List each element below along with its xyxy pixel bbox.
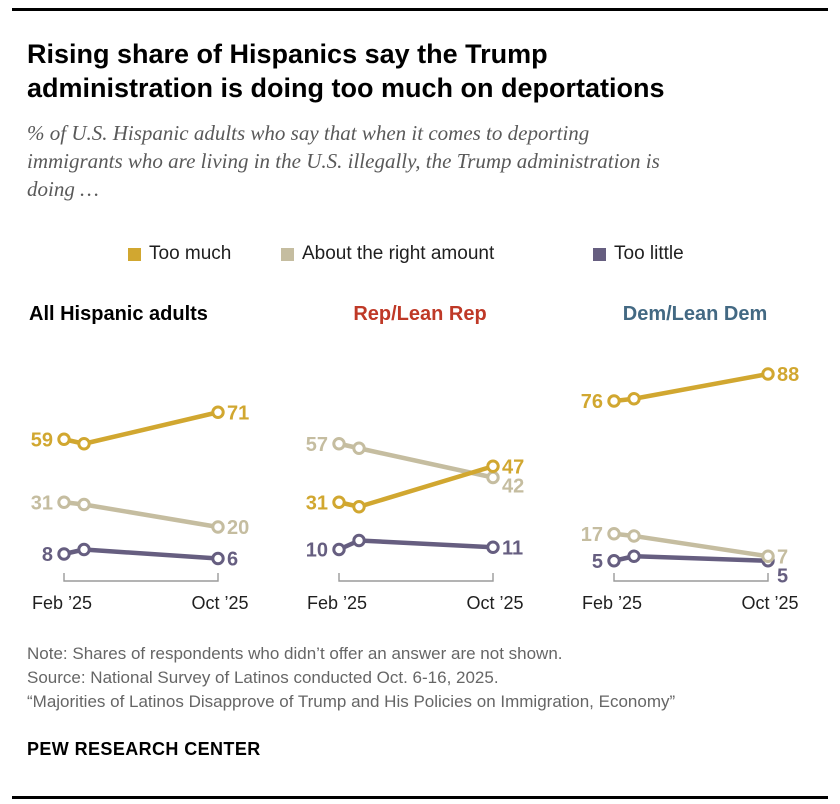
- chart-title-line-2: administration is doing too much on depo…: [27, 73, 665, 103]
- value-label-end-too-much: 88: [777, 364, 799, 386]
- value-label-end-about-the-right-amount: 20: [227, 517, 249, 539]
- x-tick-label-end: Oct ’25: [191, 593, 248, 613]
- panel-title-rep-lean-rep: Rep/Lean Rep: [353, 303, 487, 325]
- legend-swatch-too-little: [593, 247, 606, 261]
- legend-swatch-about-right: [281, 247, 294, 261]
- data-point-about-the-right-amount: [352, 441, 366, 455]
- x-tick-label-start: Feb ’25: [307, 593, 367, 613]
- notes: Note: Shares of respondents who didn’t o…: [0, 642, 840, 714]
- legend-label-too-much: Too much: [149, 243, 232, 264]
- data-point-too-little: [211, 551, 225, 566]
- chart-subtitle-line-2: immigrants who are living in the U.S. il…: [27, 149, 660, 173]
- x-tick-label-start: Feb ’25: [32, 593, 92, 613]
- slope-chart-all-hispanic-adults: Feb ’25 Oct ’25 59 31 8 71 20 6: [31, 402, 250, 613]
- value-label-start-too-much: 59: [31, 429, 53, 451]
- series-line-too-much: [336, 464, 496, 509]
- value-label-start-about-the-right-amount: 17: [581, 524, 603, 546]
- x-tick-label-end: Oct ’25: [741, 593, 798, 613]
- data-point-too-little: [352, 533, 366, 548]
- data-point-about-the-right-amount: [761, 549, 775, 563]
- data-point-about-the-right-amount: [57, 495, 71, 509]
- chart-subtitle: % of U.S. Hispanic adults who say that w…: [27, 119, 813, 203]
- panel-title-dem-lean-dem: Dem/Lean Dem: [622, 303, 768, 325]
- data-point-about-the-right-amount: [607, 527, 621, 541]
- note-line: Note: Shares of respondents who didn’t o…: [27, 644, 563, 663]
- data-point-too-little: [77, 542, 91, 557]
- legend-item-too-much: Too much: [128, 243, 231, 265]
- value-label-start-too-little: 10: [306, 540, 328, 562]
- data-point-about-the-right-amount: [627, 529, 641, 543]
- x-axis: [338, 573, 494, 582]
- value-label-start-about-the-right-amount: 31: [31, 492, 53, 514]
- data-point-too-much: [57, 432, 71, 446]
- report-title-line: “Majorities of Latinos Disapprove of Tru…: [27, 692, 676, 711]
- data-point-too-little: [627, 549, 641, 563]
- data-point-too-little: [486, 540, 500, 554]
- chart-title: Rising share of Hispanics say the Trump …: [27, 37, 813, 105]
- data-point-about-the-right-amount: [332, 437, 346, 451]
- x-axis: [613, 573, 769, 582]
- legend-item-about-right: About the right amount: [281, 243, 494, 265]
- chart-subtitle-line-1: % of U.S. Hispanic adults who say that w…: [27, 121, 590, 145]
- value-label-end-about-the-right-amount: 7: [777, 546, 788, 568]
- data-point-about-the-right-amount: [77, 497, 91, 512]
- x-tick-label-start: Feb ’25: [582, 593, 642, 613]
- x-axis: [63, 573, 219, 582]
- panel-title-all-hispanic-adults: All Hispanic adults: [29, 303, 208, 325]
- data-point-too-little: [57, 547, 71, 561]
- data-point-too-much: [77, 437, 91, 451]
- legend-label-about-right: About the right amount: [302, 243, 495, 264]
- x-tick-label-end: Oct ’25: [466, 593, 523, 613]
- chart-panels: All Hispanic adults Feb ’25 Oct ’25 59 31 8 71…: [0, 301, 840, 630]
- data-point-too-little: [607, 554, 621, 568]
- data-point-about-the-right-amount: [486, 470, 500, 485]
- legend: Too much About the right amount Too litt…: [0, 243, 840, 267]
- data-point-too-much: [332, 495, 346, 509]
- data-point-too-much: [352, 500, 366, 514]
- data-point-about-the-right-amount: [211, 520, 225, 534]
- chart-title-line-1: Rising share of Hispanics say the Trump: [27, 39, 548, 69]
- data-point-too-much: [486, 459, 500, 473]
- brand-footer: PEW RESEARCH CENTER: [27, 739, 261, 759]
- chart-panel-dem-lean-dem: Dem/Lean Dem Feb ’25 Oct ’25 76 17 5 88 7 5: [570, 301, 820, 630]
- value-label-end-too-little: 11: [502, 537, 523, 559]
- value-label-end-too-much: 71: [227, 402, 249, 424]
- data-point-too-much: [761, 367, 775, 381]
- chart-panel-rep-lean-rep: Rep/Lean Rep Feb ’25 Oct ’25 57 31 10 47 42 11: [295, 301, 545, 630]
- source-line: Source: National Survey of Latinos condu…: [27, 668, 499, 687]
- legend-item-too-little: Too little: [593, 243, 684, 265]
- data-point-too-much: [627, 392, 641, 406]
- value-label-start-too-little: 8: [42, 544, 53, 566]
- bottom-rule: [12, 796, 828, 799]
- value-label-start-too-much: 31: [306, 492, 328, 514]
- value-label-start-too-little: 5: [592, 551, 603, 573]
- legend-label-too-little: Too little: [614, 243, 684, 264]
- value-label-end-about-the-right-amount: 42: [502, 475, 524, 497]
- value-label-end-too-little: 5: [777, 565, 788, 587]
- chart-subtitle-line-3: doing …: [27, 177, 99, 201]
- data-point-too-little: [332, 542, 346, 557]
- legend-swatch-too-much: [128, 247, 141, 261]
- data-point-too-much: [211, 405, 225, 419]
- value-label-start-too-much: 76: [581, 391, 603, 413]
- value-label-start-about-the-right-amount: 57: [306, 434, 328, 456]
- value-label-end-too-much: 47: [502, 456, 524, 478]
- data-point-too-much: [607, 394, 621, 408]
- top-rule: [12, 8, 828, 11]
- value-label-end-too-little: 6: [227, 549, 238, 571]
- report-card: Rising share of Hispanics say the Trump …: [0, 8, 840, 799]
- chart-panel-all-hispanic-adults: All Hispanic adults Feb ’25 Oct ’25 59 31 8 71…: [20, 301, 270, 630]
